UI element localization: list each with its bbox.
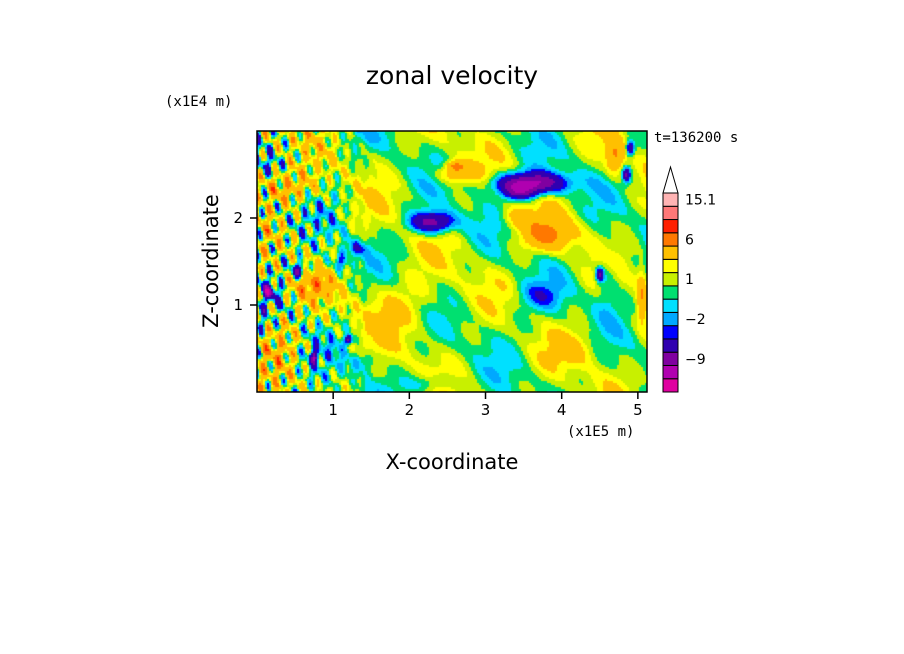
colorbar-label: 6 bbox=[685, 232, 694, 248]
colorbar-label: −9 bbox=[685, 352, 706, 368]
y-tick-label: 2 bbox=[233, 209, 243, 227]
x-axis-unit: (x1E5 m) bbox=[567, 424, 634, 440]
colorbar-segment bbox=[662, 219, 679, 234]
x-tick-label: 4 bbox=[557, 401, 567, 419]
colorbar-segment bbox=[662, 232, 679, 247]
colorbar-label: 1 bbox=[685, 272, 694, 288]
colorbar bbox=[662, 165, 679, 393]
x-tick-label: 1 bbox=[328, 401, 338, 419]
colorbar-segment bbox=[662, 311, 679, 327]
colorbar-segment bbox=[662, 258, 679, 274]
x-axis-label: X-coordinate bbox=[386, 450, 519, 474]
x-tick-label: 3 bbox=[481, 401, 491, 419]
y-axis: 12 bbox=[233, 209, 257, 314]
plot-area bbox=[256, 130, 648, 393]
x-tick-label: 2 bbox=[405, 401, 415, 419]
colorbar-extend-arrow bbox=[662, 165, 679, 194]
colorbar-labels: 15.1 6 1 −2 −9 bbox=[685, 193, 716, 368]
velocity-field bbox=[257, 131, 647, 392]
plot-frame bbox=[256, 130, 648, 393]
colorbar-segment bbox=[662, 351, 679, 366]
colorbar-segment bbox=[662, 378, 679, 393]
x-axis: 1 2 3 4 5 bbox=[328, 392, 643, 419]
colorbar-segment bbox=[662, 338, 679, 353]
colorbar-label: 15.1 bbox=[685, 193, 716, 209]
y-tick-label: 1 bbox=[233, 296, 243, 314]
colorbar-segment bbox=[662, 245, 679, 260]
colorbar-segment bbox=[662, 298, 679, 313]
colorbar-segment bbox=[662, 205, 679, 221]
colorbar-segment bbox=[662, 325, 679, 340]
x-tick-label: 5 bbox=[633, 401, 643, 419]
colorbar-segment bbox=[662, 272, 679, 287]
y-axis-unit: (x1E4 m) bbox=[165, 94, 232, 110]
colorbar-segment bbox=[662, 364, 679, 380]
y-axis-label: Z-coordinate bbox=[199, 194, 223, 328]
chart-title: zonal velocity bbox=[366, 61, 538, 90]
colorbar-label: −2 bbox=[685, 312, 706, 328]
time-label: t=136200 s bbox=[654, 130, 738, 146]
colorbar-segment bbox=[662, 285, 679, 300]
colorbar-segment bbox=[662, 192, 679, 207]
